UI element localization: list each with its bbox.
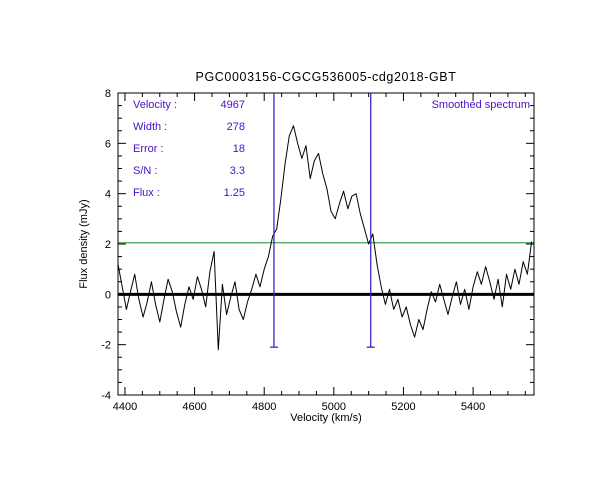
svg-text:4800: 4800 (252, 401, 276, 413)
svg-text:6: 6 (105, 138, 111, 150)
error-label: Error : (133, 143, 164, 155)
svg-text:8: 8 (105, 88, 111, 100)
svg-text:4600: 4600 (182, 401, 206, 413)
flux-value: 1.25 (223, 187, 245, 199)
svg-text:5400: 5400 (461, 401, 485, 413)
error-value: 18 (232, 143, 245, 155)
svg-text:-2: -2 (101, 340, 111, 352)
y-axis-label: Flux density (mJy) (78, 199, 90, 289)
sn-label: S/N : (133, 165, 158, 177)
svg-text:2: 2 (105, 239, 111, 251)
svg-text:0: 0 (105, 289, 111, 301)
svg-text:4: 4 (105, 189, 111, 201)
measurement-row-velocity: Velocity : 4967 (133, 99, 245, 121)
svg-text:5200: 5200 (391, 401, 415, 413)
plot-title: PGC0003156-CGCG536005-cdg2018-GBT (195, 70, 457, 84)
smoothed-spectrum-label: Smoothed spectrum (431, 99, 530, 111)
measurements-panel: Velocity : 4967 Width : 278 Error : 18 S… (133, 99, 245, 209)
svg-text:5000: 5000 (322, 401, 346, 413)
measurement-row-sn: S/N : 3.3 (133, 165, 245, 187)
flux-label: Flux : (133, 187, 160, 199)
measurement-row-flux: Flux : 1.25 (133, 187, 245, 209)
width-value: 278 (226, 121, 245, 133)
velocity-label: Velocity : (133, 99, 178, 111)
svg-text:-4: -4 (101, 390, 111, 402)
x-axis-label: Velocity (km/s) (290, 412, 362, 424)
width-label: Width : (133, 121, 168, 133)
sn-value: 3.3 (229, 165, 245, 177)
velocity-value: 4967 (220, 99, 245, 111)
measurement-row-width: Width : 278 (133, 121, 245, 143)
svg-text:4400: 4400 (113, 401, 137, 413)
measurement-row-error: Error : 18 (133, 143, 245, 165)
